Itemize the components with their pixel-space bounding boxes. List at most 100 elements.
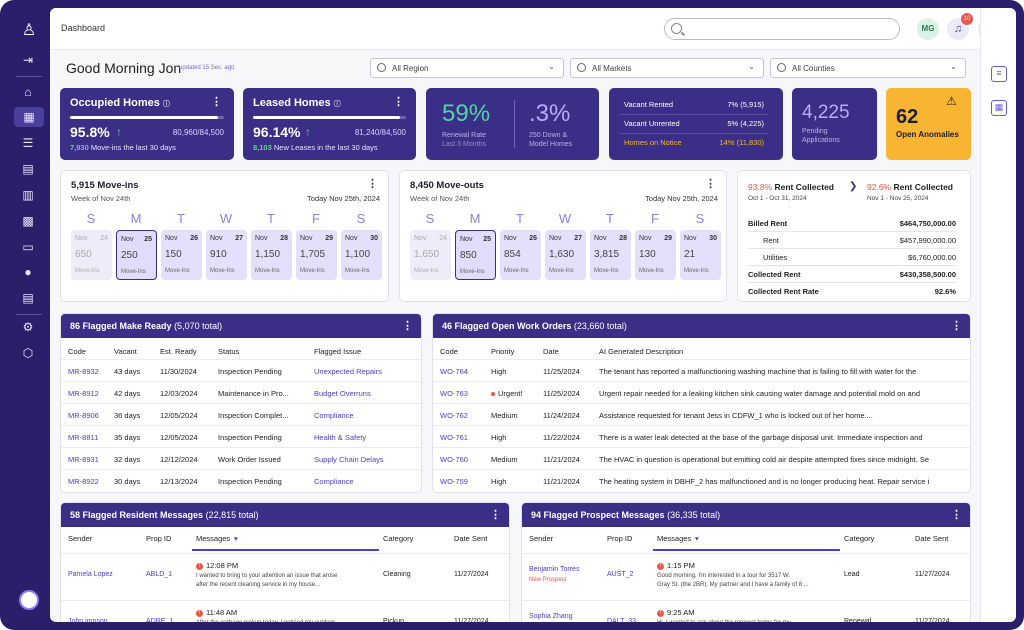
flagged-issue-link[interactable]: Budget Overruns [314, 389, 371, 398]
table-row[interactable]: MR-8931 32 days 12/12/2024 Work Order Issue… [61, 447, 421, 469]
table-row[interactable]: WO-762 Medium 11/24/2024 Assistance request… [433, 403, 970, 425]
column-header[interactable]: Messages [657, 534, 692, 543]
day-cell[interactable]: Nov 27 1,630 Move-Ins [545, 230, 586, 280]
message-row[interactable]: Benjamin Torres New Prospect AUST_2! 1:15 P… [522, 553, 970, 600]
column-header[interactable]: Status [218, 347, 240, 356]
table-row[interactable]: MR-8922 30 days 12/13/2024 Inspection Pendi… [61, 469, 421, 491]
work-order-code-link[interactable]: WO-763 [440, 389, 468, 398]
checklist-icon[interactable]: ☰ [22, 136, 34, 150]
column-header[interactable]: AI Generated Description [599, 347, 684, 356]
prop-id-link[interactable]: ADRE_1 [146, 618, 174, 622]
ledger-icon[interactable]: ▥ [22, 188, 34, 202]
calendar-icon[interactable]: ▦ [991, 100, 1007, 116]
column-header[interactable]: Date [543, 347, 559, 356]
column-header[interactable]: Category [383, 534, 414, 543]
make-ready-code-link[interactable]: MR-8931 [68, 455, 99, 464]
column-header[interactable]: Category [844, 534, 875, 543]
table-row[interactable]: MR-8932 43 days 11/30/2024 Inspection Pendi… [61, 359, 421, 381]
region-filter-dropdown[interactable]: All Region ⌄ [370, 58, 564, 78]
flagged-issue-link[interactable]: Supply Chain Delays [314, 455, 384, 464]
column-header[interactable]: Sender [68, 534, 93, 543]
flagged-issue-link[interactable]: Unexpected Repairs [314, 367, 382, 376]
renewal-rate-card[interactable]: 59% Renewal Rate Last 3 Months .3% 250 Do… [426, 88, 599, 160]
message-row[interactable]: Pamela Lopez ABLD_1! 12:08 PM I wanted to b… [61, 553, 509, 600]
column-header[interactable]: Flagged Issue [314, 347, 362, 356]
day-cell[interactable]: Nov 27 910 Move-Ins [206, 230, 247, 280]
day-cell[interactable]: Nov 26 150 Move-Ins [161, 230, 202, 280]
prop-id-link[interactable]: AUST_2 [607, 571, 634, 578]
sort-down-icon[interactable]: ▾ [234, 534, 238, 543]
day-cell[interactable]: Nov 25 250 Move-Ins [116, 230, 157, 280]
day-cell[interactable]: Nov 29 130 Move-Ins [635, 230, 676, 280]
clipboard-icon[interactable]: ▭ [22, 240, 34, 254]
column-header[interactable]: Est. Ready [160, 347, 197, 356]
table-row[interactable]: MR-8811 35 days 12/05/2024 Inspection Pendi… [61, 425, 421, 447]
chat-icon[interactable]: ≡ [991, 66, 1007, 82]
home-icon[interactable]: ⌂ [24, 85, 32, 99]
table-row[interactable]: MR-8912 42 days 12/03/2024 Maintenance in P… [61, 381, 421, 403]
open-anomalies-card[interactable]: 62 ⚠ Open Anomalies [886, 88, 971, 160]
prop-id-link[interactable]: ABLD_1 [146, 571, 173, 578]
work-order-code-link[interactable]: WO-764 [440, 367, 468, 376]
messages-sort[interactable]: ▾ [695, 534, 699, 543]
sender-link[interactable]: Benjamin Torres [529, 566, 580, 573]
sender-link[interactable]: Pamela Lopez [68, 571, 113, 578]
more-options-button[interactable]: ··· [978, 18, 980, 40]
lock-icon[interactable]: ● [24, 265, 32, 279]
vacancy-card[interactable]: Vacant Rented 7% (5,915) Vacant Unrented 5… [609, 88, 783, 160]
table-row[interactable]: WO-763 Urgent! 11/25/2024 Urgent repair nee… [433, 381, 970, 403]
make-ready-code-link[interactable]: MR-8906 [68, 411, 99, 420]
document-icon[interactable]: ▤ [22, 162, 34, 176]
column-header[interactable]: Date Sent [915, 534, 949, 543]
collapse-menu-icon[interactable]: ⇥ [22, 53, 34, 67]
calculator-icon[interactable]: ▩ [22, 214, 34, 228]
table-row[interactable]: WO-761 High 11/22/2024 There is a water lea… [433, 425, 970, 447]
make-ready-code-link[interactable]: MR-8922 [68, 477, 99, 486]
table-menu-icon[interactable]: ⋮ [951, 320, 962, 332]
day-cell[interactable]: Nov 30 1,100 Move-Ins [341, 230, 382, 280]
markets-filter-dropdown[interactable]: All Markets ⌄ [570, 58, 764, 78]
column-header[interactable]: Sender [529, 534, 554, 543]
day-cell[interactable]: Nov 28 1,150 Move-Ins [251, 230, 292, 280]
work-order-code-link[interactable]: WO-762 [440, 411, 468, 420]
leased-homes-card[interactable]: Leased Homes ⓘ ⋮ 96.14% ↑ 81,240/84,500 8… [243, 88, 416, 160]
column-header[interactable]: Code [68, 347, 86, 356]
table-menu-icon[interactable]: ⋮ [490, 509, 501, 521]
card-menu-icon[interactable]: ⋮ [393, 96, 404, 108]
column-header[interactable]: Vacant [114, 347, 137, 356]
day-cell[interactable]: Nov 24 1,650 Move-Ins [410, 230, 451, 280]
sender-link[interactable]: John impson [68, 618, 108, 622]
column-header[interactable]: Code [440, 347, 458, 356]
panel-menu-icon[interactable]: ⋮ [705, 178, 716, 190]
counties-filter-dropdown[interactable]: All Counties ⌄ [770, 58, 966, 78]
report-icon[interactable]: ▤ [22, 291, 34, 305]
chevron-right-icon[interactable]: ❯ [849, 181, 858, 192]
day-cell[interactable]: Nov 30 21 Move-Ins [680, 230, 721, 280]
table-menu-icon[interactable]: ⋮ [951, 509, 962, 521]
sort-down-icon[interactable]: ▾ [695, 534, 699, 543]
table-row[interactable]: WO-764 High 11/25/2024 The tenant has repor… [433, 359, 970, 381]
search-input[interactable] [664, 18, 900, 40]
flagged-issue-link[interactable]: Compliance [314, 477, 354, 486]
column-header[interactable]: Messages [196, 534, 231, 543]
dashboard-icon[interactable]: ▦ [14, 107, 44, 127]
user-avatar[interactable] [19, 590, 39, 610]
work-order-code-link[interactable]: WO-760 [440, 455, 468, 464]
prop-id-link[interactable]: DALT_33 [607, 618, 637, 622]
day-cell[interactable]: Nov 28 3,815 Move-Ins [590, 230, 631, 280]
occupied-homes-card[interactable]: Occupied Homes ⓘ ⋮ 95.8% ↑ 80,960/84,500 … [60, 88, 234, 160]
make-ready-code-link[interactable]: MR-8912 [68, 389, 99, 398]
settings-gear-icon[interactable]: ⚙ [22, 320, 34, 334]
flagged-issue-link[interactable]: Health & Safety [314, 433, 367, 442]
table-menu-icon[interactable]: ⋮ [402, 320, 413, 332]
user-avatar-initials[interactable]: MG [917, 18, 939, 40]
card-menu-icon[interactable]: ⋮ [211, 96, 222, 108]
panel-menu-icon[interactable]: ⋮ [367, 178, 378, 190]
make-ready-code-link[interactable]: MR-8932 [68, 367, 99, 376]
pending-applications-card[interactable]: 4,225 Pending Applications [792, 88, 877, 160]
shield-icon[interactable]: ⬡ [22, 346, 34, 360]
day-cell[interactable]: Nov 29 1,705 Move-Ins [296, 230, 337, 280]
table-row[interactable]: WO-759 High 11/21/2024 The heating system i… [433, 469, 970, 491]
